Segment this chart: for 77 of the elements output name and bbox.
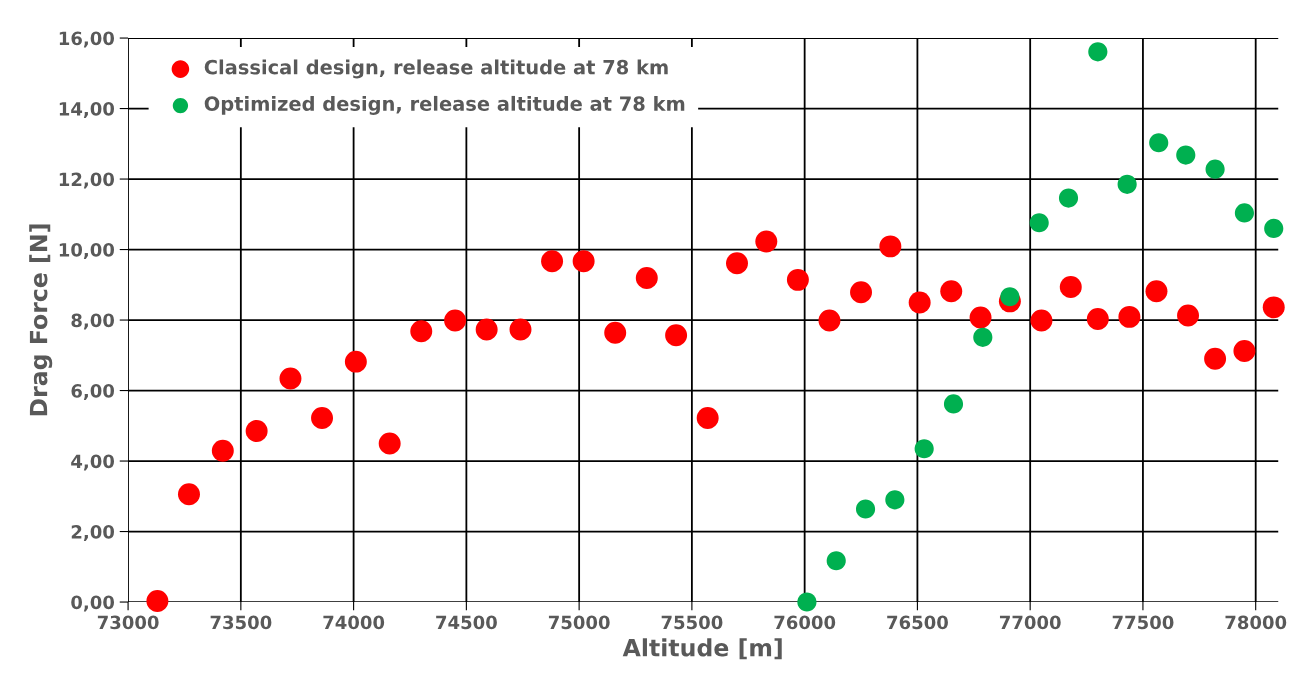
- point: [604, 321, 627, 344]
- y-tick-label: 4,00: [71, 454, 115, 471]
- point: [1086, 308, 1109, 330]
- point: [855, 499, 876, 519]
- point: [378, 432, 401, 455]
- point: [1030, 309, 1053, 332]
- point: [541, 250, 564, 273]
- x-tick-label: 75000: [548, 615, 610, 630]
- point: [444, 309, 467, 332]
- point: [572, 250, 595, 273]
- point: [1262, 296, 1285, 319]
- y-tick-label: 16,00: [59, 31, 115, 48]
- point: [1176, 145, 1196, 165]
- point: [914, 439, 934, 459]
- point: [969, 306, 992, 329]
- point: [1117, 174, 1137, 194]
- point: [1118, 305, 1141, 328]
- y-tick-label: 2,00: [71, 525, 115, 541]
- point: [635, 267, 658, 290]
- point: [1233, 340, 1256, 363]
- point: [344, 350, 367, 373]
- legend-label: Optimized design, release altitude at 78 km: [204, 95, 685, 115]
- y-tick-label: 10,00: [59, 243, 115, 259]
- point: [178, 483, 200, 506]
- point: [1149, 133, 1169, 153]
- y-tick-label: 8,00: [71, 313, 115, 330]
- point: [696, 407, 719, 430]
- point: [850, 281, 873, 304]
- x-tick-label: 76500: [887, 615, 948, 630]
- point: [509, 318, 532, 341]
- point: [146, 590, 169, 612]
- x-tick-label: 74500: [436, 615, 497, 630]
- x-tick-label: 77500: [1112, 615, 1174, 630]
- point: [940, 280, 963, 303]
- point: [1177, 304, 1200, 327]
- x-tick-label: 73000: [97, 615, 159, 630]
- point: [1145, 280, 1168, 303]
- point: [1088, 42, 1108, 62]
- y-tick-label: 0,00: [71, 595, 115, 612]
- point: [410, 320, 433, 343]
- point: [826, 551, 846, 571]
- point: [879, 235, 902, 258]
- x-tick-label: 74000: [323, 615, 385, 630]
- point: [1264, 218, 1284, 238]
- point: [311, 407, 334, 430]
- point: [755, 230, 778, 253]
- point: [943, 394, 964, 414]
- point: [475, 318, 498, 341]
- x-tick-label: 73500: [210, 615, 272, 630]
- point: [1059, 275, 1082, 298]
- point: [726, 252, 748, 275]
- point: [665, 324, 688, 347]
- point: [1029, 213, 1049, 233]
- point: [1205, 159, 1225, 179]
- point: [885, 490, 905, 510]
- point: [279, 367, 302, 390]
- legend-label: Classical design, release altitude at 78 km: [204, 59, 668, 79]
- x-axis-title: Altitude [m]: [622, 638, 782, 660]
- y-tick-label: 12,00: [59, 172, 115, 189]
- point: [1058, 188, 1079, 208]
- x-tick-label: 75500: [661, 615, 723, 630]
- x-tick-label: 78000: [1225, 615, 1287, 630]
- y-tick-label: 6,00: [71, 384, 115, 400]
- point: [1234, 203, 1254, 223]
- point: [797, 592, 817, 612]
- point: [818, 309, 841, 332]
- point: [786, 268, 809, 291]
- x-tick-label: 76000: [774, 615, 836, 630]
- point: [245, 420, 268, 443]
- point: [1204, 347, 1227, 370]
- y-axis-title: Drag Force [N]: [29, 224, 53, 416]
- point: [211, 439, 234, 462]
- point: [908, 291, 931, 314]
- point: [1000, 287, 1020, 307]
- x-tick-label: 77000: [999, 615, 1061, 630]
- point: [973, 327, 993, 347]
- y-tick-label: 14,00: [59, 102, 115, 118]
